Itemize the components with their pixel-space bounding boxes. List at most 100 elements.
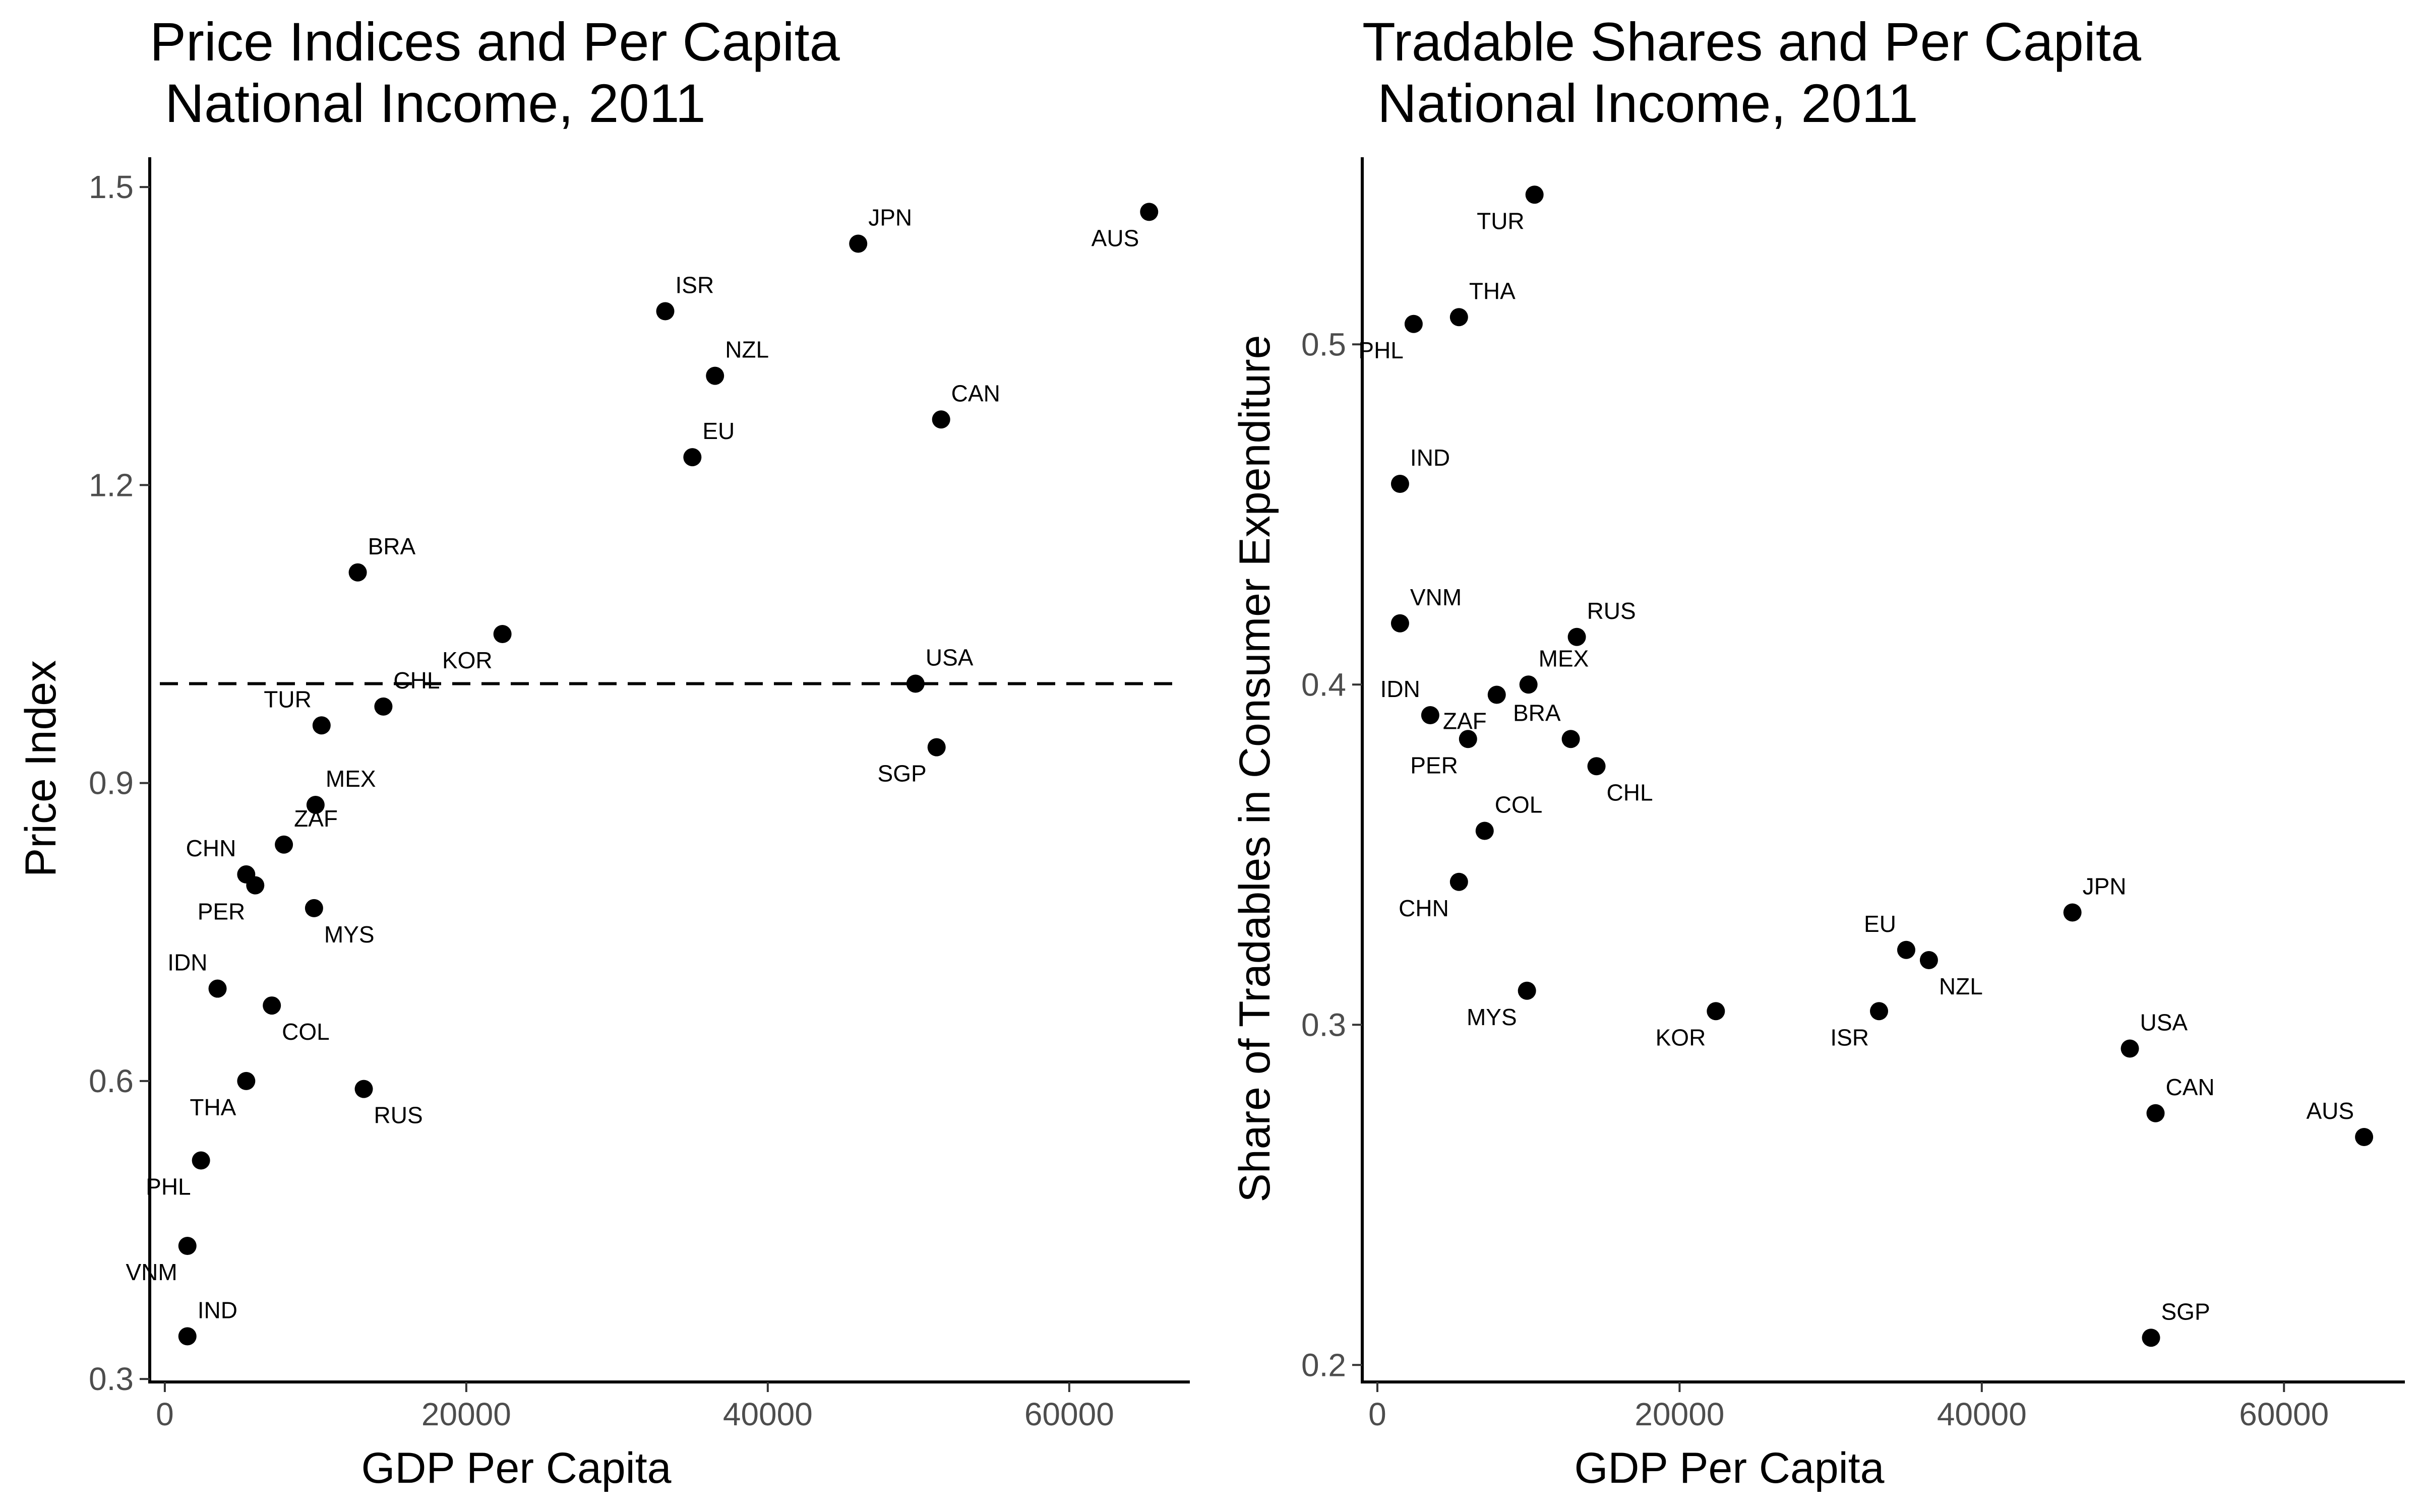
y-tick-label: 0.5 xyxy=(1301,326,1346,362)
data-point-ind xyxy=(1390,475,1409,493)
data-point-jpn xyxy=(2063,903,2082,922)
data-point-mys xyxy=(1518,981,1536,1000)
point-label-vnm: VNM xyxy=(1410,584,1462,610)
point-label-zaf: ZAF xyxy=(294,805,338,832)
y-axis-title: Share of Tradables in Consumer Expenditu… xyxy=(1231,335,1279,1203)
point-label-tur: TUR xyxy=(1477,208,1525,234)
point-label-chn: CHN xyxy=(186,835,236,861)
point-label-rus: RUS xyxy=(1587,598,1636,624)
x-tick-label: 60000 xyxy=(2239,1396,2329,1432)
data-point-ind xyxy=(178,1327,197,1346)
data-point-sgp xyxy=(2142,1329,2160,1347)
point-label-usa: USA xyxy=(926,645,974,671)
x-tick-label: 40000 xyxy=(723,1396,813,1432)
data-point-kor xyxy=(493,624,512,643)
point-label-mys: MYS xyxy=(324,921,375,948)
point-label-usa: USA xyxy=(2140,1010,2188,1036)
data-point-tha xyxy=(237,1072,256,1090)
point-label-tha: THA xyxy=(190,1094,236,1120)
point-label-sgp: SGP xyxy=(878,761,927,787)
y-tick-label: 1.5 xyxy=(89,169,134,205)
point-label-isr: ISR xyxy=(676,272,714,298)
point-label-per: PER xyxy=(1410,752,1458,778)
data-point-can xyxy=(2146,1104,2165,1122)
data-point-eu xyxy=(1897,940,1915,959)
point-label-mys: MYS xyxy=(1467,1004,1517,1030)
data-point-mex xyxy=(1519,675,1538,694)
y-tick-label: 0.6 xyxy=(89,1063,134,1099)
point-label-vnm: VNM xyxy=(126,1259,177,1285)
data-point-nzl xyxy=(706,366,724,385)
point-label-bra: BRA xyxy=(368,533,416,559)
point-label-aus: AUS xyxy=(2306,1098,2354,1124)
data-point-idn xyxy=(1421,706,1439,724)
point-label-jpn: JPN xyxy=(868,204,912,230)
data-point-jpn xyxy=(849,234,868,253)
data-point-bra xyxy=(1561,730,1580,748)
point-label-zaf: ZAF xyxy=(1443,708,1487,734)
data-point-nzl xyxy=(1919,951,1938,969)
tradable-share-panel: Tradable Shares and Per Capita National … xyxy=(1231,11,2405,1492)
data-point-tur xyxy=(1525,185,1544,204)
x-tick-label: 20000 xyxy=(421,1396,511,1432)
point-label-idn: IDN xyxy=(167,950,207,976)
point-label-per: PER xyxy=(198,899,246,925)
point-label-idn: IDN xyxy=(1380,676,1420,702)
x-axis-title: GDP Per Capita xyxy=(361,1444,671,1492)
x-tick-label: 60000 xyxy=(1024,1396,1114,1432)
point-label-col: COL xyxy=(282,1019,330,1045)
data-point-bra xyxy=(348,563,367,582)
x-tick-label: 0 xyxy=(156,1396,174,1432)
point-label-jpn: JPN xyxy=(2083,873,2127,900)
point-label-kor: KOR xyxy=(442,647,493,673)
point-label-nzl: NZL xyxy=(1939,973,1983,999)
data-point-chn xyxy=(1449,872,1468,891)
point-label-mex: MEX xyxy=(326,766,376,792)
point-label-can: CAN xyxy=(2165,1074,2214,1100)
price-index-marks: 0.3 0.6 0.9 1.2 1.5 0 20000 40000 60000 AUS JPN ISR… xyxy=(89,169,1180,1432)
data-point-vnm xyxy=(1390,614,1409,633)
chart-title-line-2: National Income, 2011 xyxy=(150,73,706,134)
data-point-kor xyxy=(1707,1002,1725,1021)
point-label-aus: AUS xyxy=(1092,225,1139,251)
point-label-tha: THA xyxy=(1469,278,1516,304)
point-label-mex: MEX xyxy=(1539,645,1589,671)
point-label-col: COL xyxy=(1495,792,1543,818)
data-point-usa xyxy=(2121,1039,2139,1058)
data-point-sgp xyxy=(927,738,946,757)
data-point-isr xyxy=(1870,1002,1889,1021)
data-point-rus xyxy=(1567,627,1586,646)
y-tick-label: 0.3 xyxy=(1301,1006,1346,1043)
point-label-chl: CHL xyxy=(1607,779,1653,805)
data-point-chl xyxy=(374,697,393,716)
data-point-phl xyxy=(192,1151,210,1170)
data-point-tur xyxy=(312,716,331,735)
point-label-sgp: SGP xyxy=(2161,1298,2210,1325)
data-point-tha xyxy=(1449,308,1468,327)
data-point-isr xyxy=(656,302,675,321)
data-point-mex xyxy=(306,795,325,814)
data-point-phl xyxy=(1404,314,1423,333)
y-axis-title: Price Index xyxy=(17,660,65,877)
point-label-rus: RUS xyxy=(374,1102,423,1128)
x-tick-label: 40000 xyxy=(1937,1396,2027,1432)
point-label-phl: PHL xyxy=(1358,337,1403,363)
data-point-can xyxy=(932,410,950,429)
point-label-kor: KOR xyxy=(1656,1024,1706,1050)
point-label-tur: TUR xyxy=(264,686,312,712)
data-point-mys xyxy=(305,899,323,917)
data-point-zaf xyxy=(275,835,293,854)
point-label-chn: CHN xyxy=(1399,895,1449,921)
x-tick-label: 0 xyxy=(1368,1396,1386,1432)
point-label-nzl: NZL xyxy=(725,337,769,363)
data-point-col xyxy=(263,996,281,1015)
point-label-bra: BRA xyxy=(1513,700,1561,726)
data-point-aus xyxy=(2355,1128,2374,1146)
point-label-eu: EU xyxy=(702,418,735,444)
x-tick-label: 20000 xyxy=(1635,1396,1724,1432)
data-point-per xyxy=(246,876,265,895)
chart-title-line-1: Tradable Shares and Per Capita xyxy=(1362,11,2142,72)
point-label-ind: IND xyxy=(1410,445,1450,471)
